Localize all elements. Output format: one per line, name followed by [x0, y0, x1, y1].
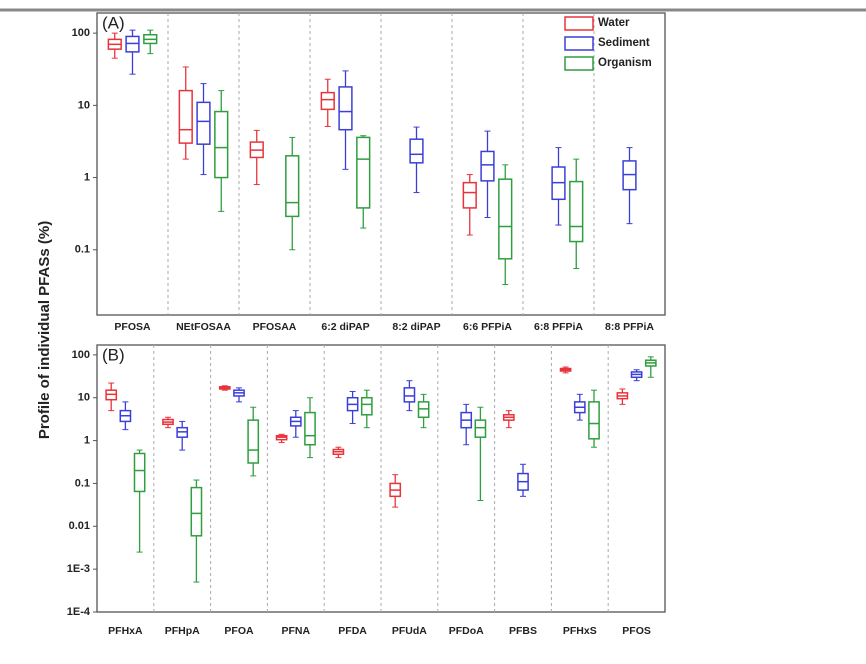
- x-tick-label: PFOA: [224, 625, 254, 637]
- box: [498, 178, 513, 260]
- legend-swatch: [564, 36, 594, 51]
- x-tick-label: PFDA: [338, 625, 367, 637]
- box: [360, 396, 373, 416]
- box: [133, 452, 146, 493]
- y-tick-label: 0.1: [75, 477, 90, 489]
- box: [480, 150, 495, 182]
- box: [285, 155, 300, 218]
- box: [178, 89, 193, 144]
- box: [214, 110, 229, 179]
- x-tick-label: NEtFOSAA: [176, 321, 231, 333]
- y-tick-label: 1: [84, 434, 90, 446]
- box: [190, 486, 203, 537]
- y-tick-label: 1E-3: [67, 563, 90, 575]
- box: [304, 411, 316, 446]
- box: [409, 138, 424, 164]
- x-tick-label: PFHxA: [108, 625, 143, 637]
- x-tick-label: PFBS: [509, 625, 537, 637]
- box: [403, 387, 416, 403]
- x-tick-label: 8:8 PFPiA: [605, 321, 654, 333]
- x-tick-label: PFOS: [622, 625, 651, 637]
- panel-label: (A): [102, 13, 125, 32]
- x-tick-label: 6:2 diPAP: [321, 321, 369, 333]
- legend-swatch: [564, 16, 594, 31]
- x-tick-label: 6:8 PFPiA: [534, 321, 583, 333]
- legend-label: Sediment: [598, 37, 650, 49]
- y-axis-label: Profile of individual PFASs (%): [36, 221, 53, 439]
- x-tick-label: 6:6 PFPiA: [463, 321, 512, 333]
- panel-label: (B): [102, 345, 125, 364]
- box: [320, 91, 335, 111]
- box: [588, 401, 600, 440]
- box: [196, 101, 211, 145]
- box: [462, 181, 477, 209]
- y-tick-label: 10: [78, 392, 90, 404]
- x-tick-label: PFOSA: [114, 321, 151, 333]
- x-tick-label: PFHpA: [165, 625, 200, 637]
- box: [338, 86, 353, 131]
- y-tick-label: 100: [72, 349, 90, 361]
- legend-swatch: [564, 56, 594, 71]
- y-tick-label: 0.01: [69, 520, 90, 532]
- y-tick-label: 1: [84, 171, 90, 183]
- x-tick-label: PFUdA: [392, 625, 427, 637]
- y-tick-label: 1E-4: [67, 606, 91, 618]
- x-tick-label: PFDoA: [449, 625, 484, 637]
- legend-label: Water: [598, 17, 630, 29]
- y-tick-label: 0.1: [75, 244, 90, 256]
- x-tick-label: PFNA: [282, 625, 311, 637]
- y-tick-label: 100: [72, 27, 90, 39]
- legend-label: Organism: [598, 57, 652, 69]
- x-tick-label: 8:2 diPAP: [392, 321, 440, 333]
- box: [356, 136, 371, 209]
- box: [569, 180, 584, 243]
- box: [474, 419, 487, 438]
- x-tick-label: PFOSAA: [253, 321, 297, 333]
- x-tick-label: PFHxS: [563, 625, 597, 637]
- box: [247, 419, 260, 464]
- y-tick-label: 10: [78, 99, 90, 111]
